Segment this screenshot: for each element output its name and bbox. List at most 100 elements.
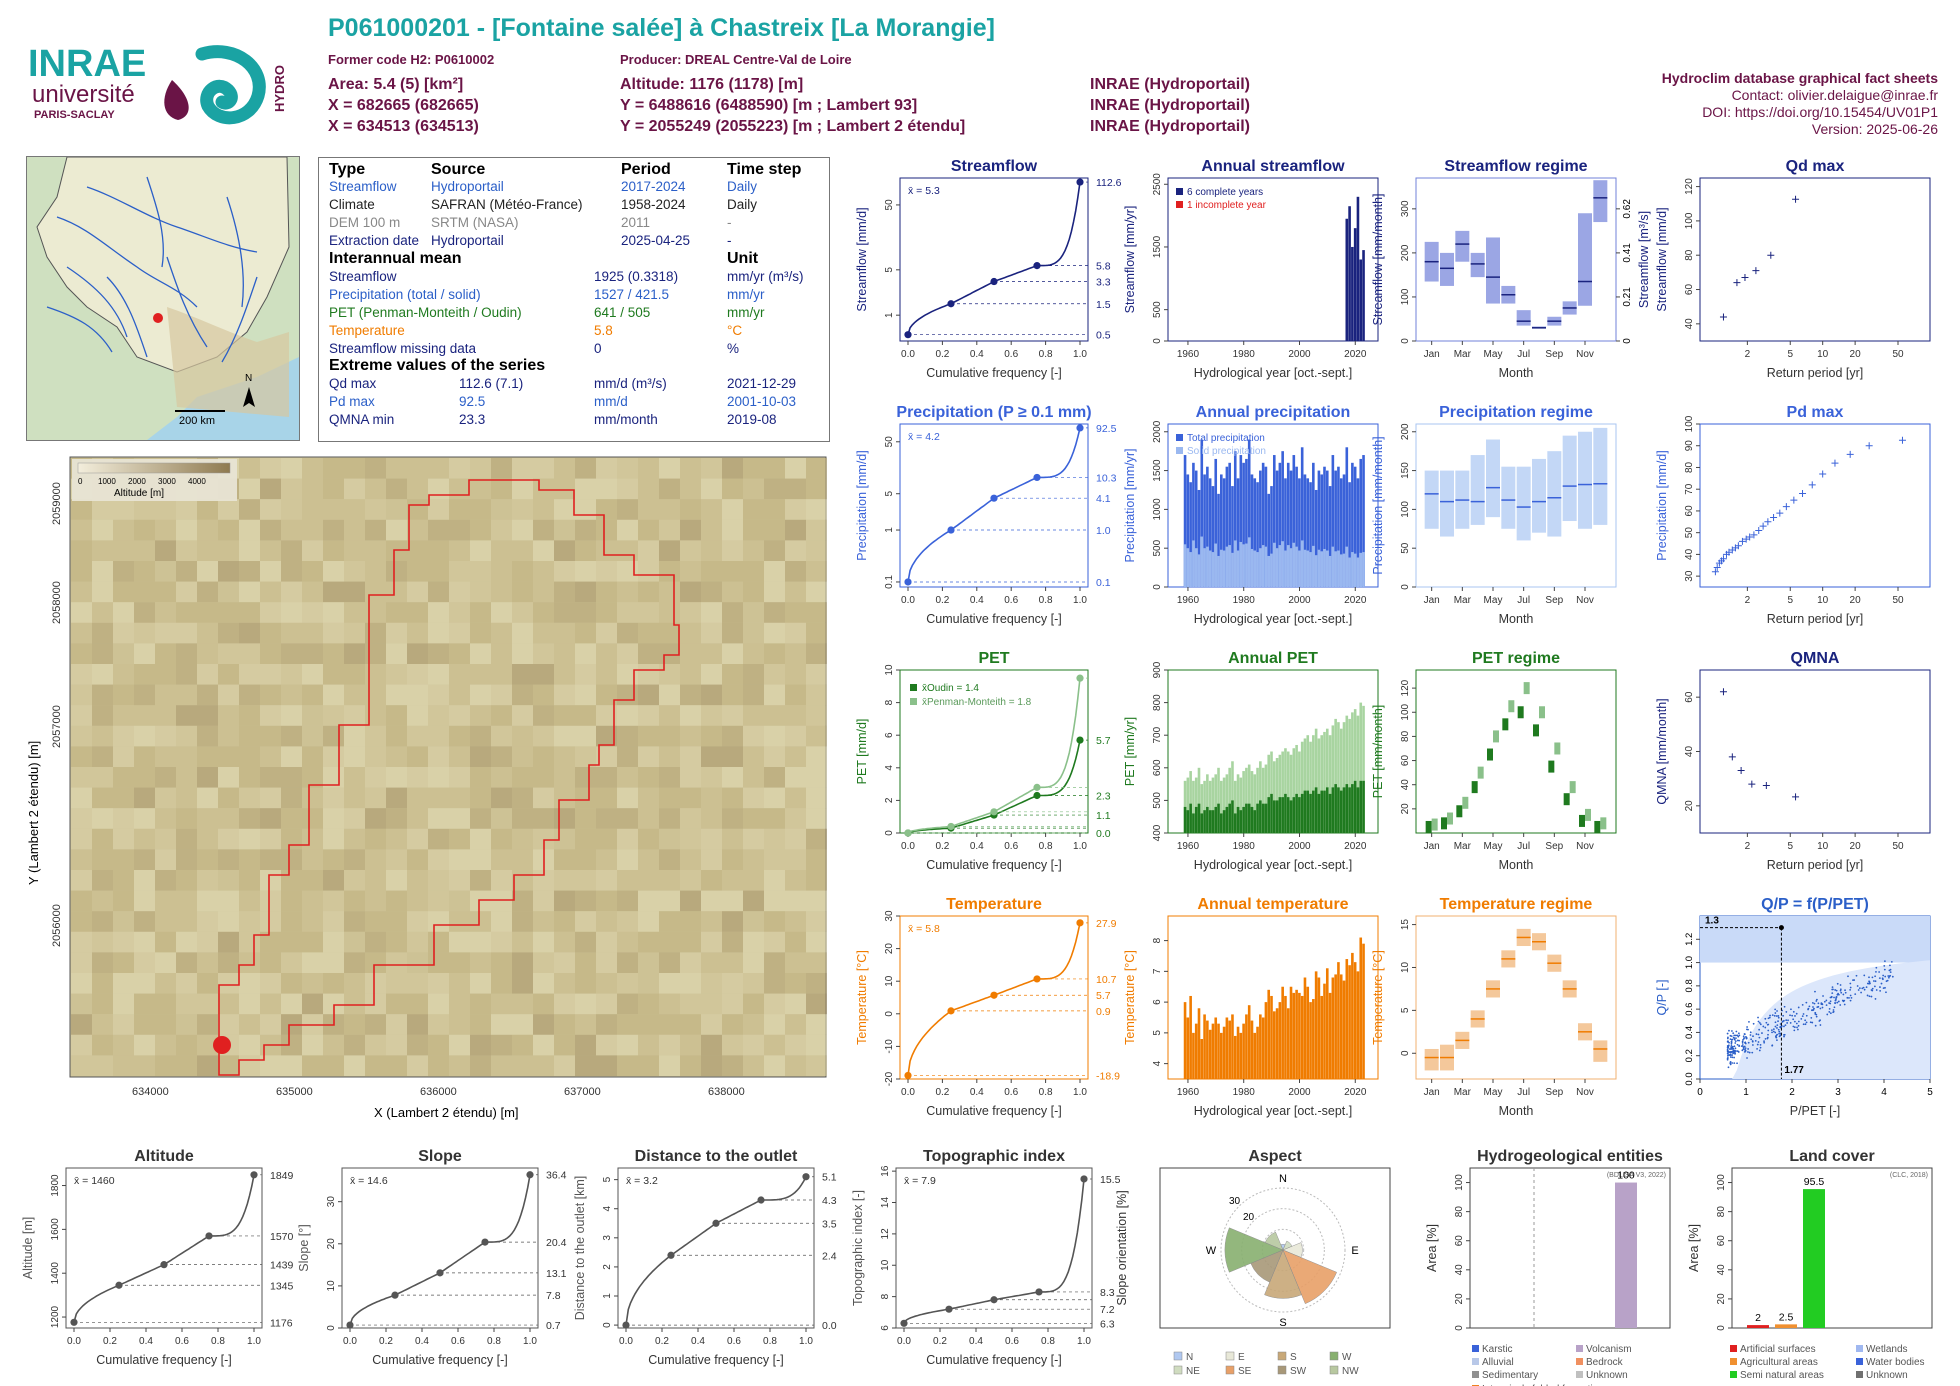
x-tick-label: 1980 [1233, 1087, 1256, 1098]
relief-cell [281, 602, 302, 623]
relief-cell [323, 1034, 344, 1056]
y-tick-label: 0 [1152, 338, 1163, 344]
y-axis-label: PET [mm/month] [1371, 705, 1385, 799]
relief-cell [260, 499, 281, 520]
mean-label: x̄ = 1460 [74, 1175, 115, 1187]
y-axis-label: Altitude [m] [21, 1217, 35, 1280]
quantile-label: 0.5 [1096, 330, 1111, 342]
quantile-label: 0.9 [1096, 1006, 1111, 1018]
relief-cell [218, 1014, 239, 1035]
bar [1339, 790, 1343, 833]
relief-cell [302, 952, 323, 973]
plot-frame [1699, 669, 1931, 834]
bar [1231, 1014, 1234, 1079]
data-point [1799, 490, 1807, 498]
x-tick-label: 3 [1835, 1087, 1841, 1098]
plot-frame [899, 423, 1089, 588]
bar [1200, 536, 1204, 587]
bar [1284, 995, 1287, 1079]
bar [1292, 542, 1296, 587]
relief-cell [134, 808, 155, 829]
x-tick-label: 2 [1789, 1087, 1795, 1098]
y-tick-label: 0.8 [1684, 979, 1695, 992]
data-point [1764, 1017, 1767, 1020]
bar [1312, 790, 1315, 833]
relief-cell [386, 808, 407, 829]
data-point [1763, 1040, 1765, 1043]
data-point [904, 1071, 912, 1080]
bar [1342, 787, 1346, 833]
bar [1203, 810, 1206, 833]
relief-cell [260, 725, 281, 747]
data-point [1776, 1010, 1778, 1012]
data-point [712, 1219, 720, 1227]
y-axis-label: Temperature [°C] [1123, 950, 1137, 1045]
relief-cell [218, 911, 239, 932]
relief-cell [134, 931, 155, 953]
relief-cell [176, 808, 197, 829]
series-line [907, 739, 1081, 834]
y-tick-label: 60 [1454, 1235, 1465, 1247]
relief-cell [176, 849, 197, 870]
bar [1295, 793, 1298, 833]
data-point [667, 1251, 675, 1259]
regime-box [1569, 781, 1576, 794]
ring-label: 30 [1229, 1196, 1241, 1207]
data-point [1804, 1023, 1807, 1026]
y-axis-label: Topographic index [-] [851, 1190, 865, 1306]
data-point [947, 1007, 955, 1015]
data-point [1748, 1051, 1751, 1054]
x-axis-label: Hydrological year [oct.-sept.] [1194, 612, 1352, 626]
data-point [1775, 1015, 1778, 1017]
mean-value: 1925 (0.3318) [594, 269, 679, 284]
relief-cell [260, 767, 281, 788]
bar [1208, 550, 1212, 587]
relief-cell [365, 561, 386, 582]
data-point [1828, 1002, 1830, 1004]
x-axis-label: Cumulative frequency [-] [926, 612, 1061, 626]
relief-cell [239, 911, 260, 932]
data-point [1767, 1033, 1769, 1036]
x-tick-label: Sep [1545, 1087, 1563, 1098]
legend-swatch [1576, 1358, 1583, 1365]
quantile-label: 5.8 [1096, 261, 1111, 273]
x-tick-label: 0.8 [1039, 841, 1053, 852]
mean-label: Streamflow missing data [329, 341, 477, 356]
bar [1317, 977, 1321, 1079]
chart-title: Altitude [134, 1148, 194, 1165]
relief-cell [218, 499, 239, 520]
relief-cell [323, 952, 344, 973]
mean-label: x̄ = 5.8 [908, 923, 940, 935]
relief-cell [92, 767, 113, 788]
budyko-zone [1700, 960, 1930, 1079]
data-point [1875, 966, 1878, 969]
data-point [1792, 1010, 1795, 1013]
extreme-date: 2019-08 [727, 412, 777, 427]
data-point [1752, 1022, 1755, 1025]
bar [1298, 992, 1301, 1079]
relief-cell [260, 602, 281, 623]
data-point [1805, 1014, 1808, 1017]
relief-cell [176, 973, 197, 994]
legend-swatch [1225, 1351, 1235, 1361]
data-point [1801, 1015, 1804, 1018]
data-point [1839, 1004, 1842, 1006]
relief-cell [239, 828, 260, 850]
relief-cell [155, 602, 176, 623]
bar [1222, 810, 1226, 833]
data-point [1733, 1034, 1736, 1037]
row-source: Hydroportail [431, 233, 504, 248]
data-point [1757, 1016, 1759, 1019]
relief-cell [323, 911, 344, 932]
x-axis-label: Return period [yr] [1767, 858, 1864, 872]
data-point [1770, 513, 1778, 521]
relief-cell [344, 499, 365, 520]
data-point [1797, 1028, 1799, 1031]
data-point [1844, 989, 1846, 992]
relief-cell [197, 499, 218, 520]
quantile-label: 1.5 [1096, 299, 1111, 311]
y-axis-label: Slope [°] [297, 1224, 311, 1271]
relief-cell [218, 787, 239, 809]
relief-cell [71, 911, 92, 932]
data-point [1741, 1044, 1744, 1046]
